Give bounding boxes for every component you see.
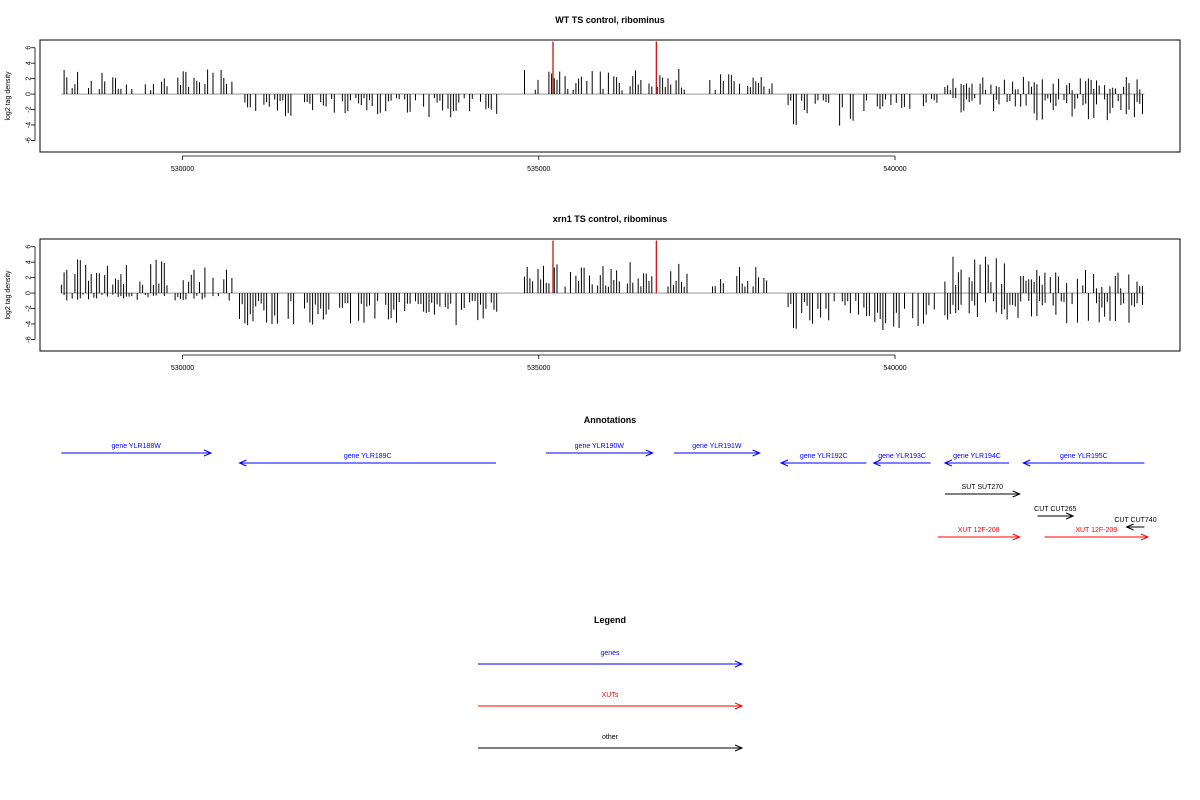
arrowhead: [779, 459, 789, 467]
y-tick-label: 2: [26, 276, 33, 280]
annotations-panel: Annotations gene YLR188W gene YLR189C gene …: [61, 415, 1157, 541]
feature-label: gene YLR190W: [575, 443, 625, 450]
y-tick-label: 6: [26, 245, 33, 249]
arrowhead: [734, 660, 744, 668]
x-tick-label: 535000: [527, 365, 550, 372]
chart-title: xrn1 TS control, ribominus: [553, 214, 668, 224]
y-tick-label: -4: [26, 321, 33, 327]
legend-label: other: [602, 734, 619, 741]
y-tick-label: 0: [26, 92, 33, 96]
arrowhead: [645, 449, 655, 457]
arrowhead: [1125, 523, 1134, 531]
legend-title: Legend: [594, 615, 626, 625]
arrowhead: [238, 459, 247, 467]
y-tick-label: 6: [26, 46, 33, 50]
x-tick-label: 540000: [883, 166, 906, 173]
feature-label: gene YLR195C: [1060, 453, 1108, 460]
arrowhead: [1065, 512, 1075, 520]
y-tick-label: -2: [26, 305, 33, 311]
arrowhead: [734, 702, 744, 710]
arrowhead: [943, 459, 953, 467]
y-tick-label: -4: [26, 122, 33, 128]
arrowhead: [872, 459, 881, 467]
arrowhead: [1140, 533, 1150, 541]
feature-label: XUT 12F-209: [1075, 527, 1117, 534]
feature-label: SUT SUT270: [962, 484, 1004, 491]
annotations-title: Annotations: [584, 415, 637, 425]
x-tick-label: 530000: [171, 166, 194, 173]
feature-label: gene YLR192C: [800, 453, 848, 460]
plot-frame: [39, 39, 1181, 153]
feature-label: gene YLR194C: [953, 453, 1001, 460]
y-tick-label: -6: [26, 137, 33, 143]
feature-label: gene YLR189C: [344, 453, 392, 460]
arrowhead: [734, 744, 744, 752]
y-tick-label: 0: [26, 291, 33, 295]
y-tick-label: -6: [26, 336, 33, 342]
legend-label: XUTs: [602, 692, 619, 699]
y-tick-label: 4: [26, 61, 33, 65]
arrowhead: [752, 449, 761, 457]
legend-panel: Legend genes XUTs other: [478, 615, 744, 752]
y-tick-label: 2: [26, 77, 33, 81]
x-tick-label: 530000: [171, 365, 194, 372]
wt-track-panel: WT TS control, ribominus -6 -4 -2 0 2 4 6 log2 t…: [5, 15, 1181, 173]
y-axis-label: log2 tag density: [5, 71, 12, 121]
x-tick-label: 535000: [527, 166, 550, 173]
y-tick-label: 4: [26, 260, 33, 264]
feature-label: gene YLR193C: [878, 453, 926, 460]
chart-title: WT TS control, ribominus: [555, 15, 665, 25]
y-tick-label: -2: [26, 106, 33, 112]
xrn1-track-panel: xrn1 TS control, ribominus -6 -4 -2 0 2 4 6 log2…: [5, 214, 1181, 372]
y-axis-label: log2 tag density: [5, 270, 12, 320]
x-tick-label: 540000: [883, 365, 906, 372]
feature-label: gene YLR191W: [692, 443, 742, 450]
arrowhead: [1012, 490, 1021, 498]
feature-label: CUT CUT740: [1114, 517, 1156, 524]
arrowhead: [1021, 459, 1031, 467]
feature-label: gene YLR188W: [112, 443, 162, 450]
feature-label: CUT CUT265: [1034, 506, 1076, 513]
legend-label: genes: [600, 650, 620, 657]
arrowhead: [1012, 533, 1021, 541]
arrowhead: [203, 449, 213, 457]
feature-label: XUT 12F-208: [958, 527, 1000, 534]
plot-frame: [39, 238, 1181, 352]
